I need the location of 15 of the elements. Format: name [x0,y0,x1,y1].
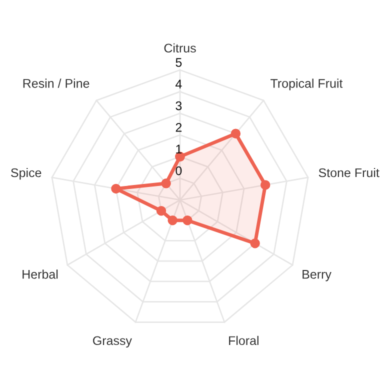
y-tick-label: 5 [176,58,182,67]
spoke-label: Berry [302,270,332,282]
y-tick-label: 3 [176,101,182,110]
y-tick-label: 2 [176,123,182,132]
spoke-label: Grassy [93,336,132,348]
spoke-label: Stone Fruit [318,168,380,178]
spoke-label: Tropical Fruit [270,78,343,90]
spoke-label: Spice [11,168,42,180]
y-tick-label: 4 [176,80,182,88]
y-tick-label: 1 [176,144,182,154]
y-tick-label: 0 [176,166,182,176]
spoke-label: Floral [229,336,258,346]
spoke-label: Herbal [22,270,58,279]
spoke-label: Resin / Pine [23,78,90,88]
spoke-label: Citrus [164,43,196,53]
